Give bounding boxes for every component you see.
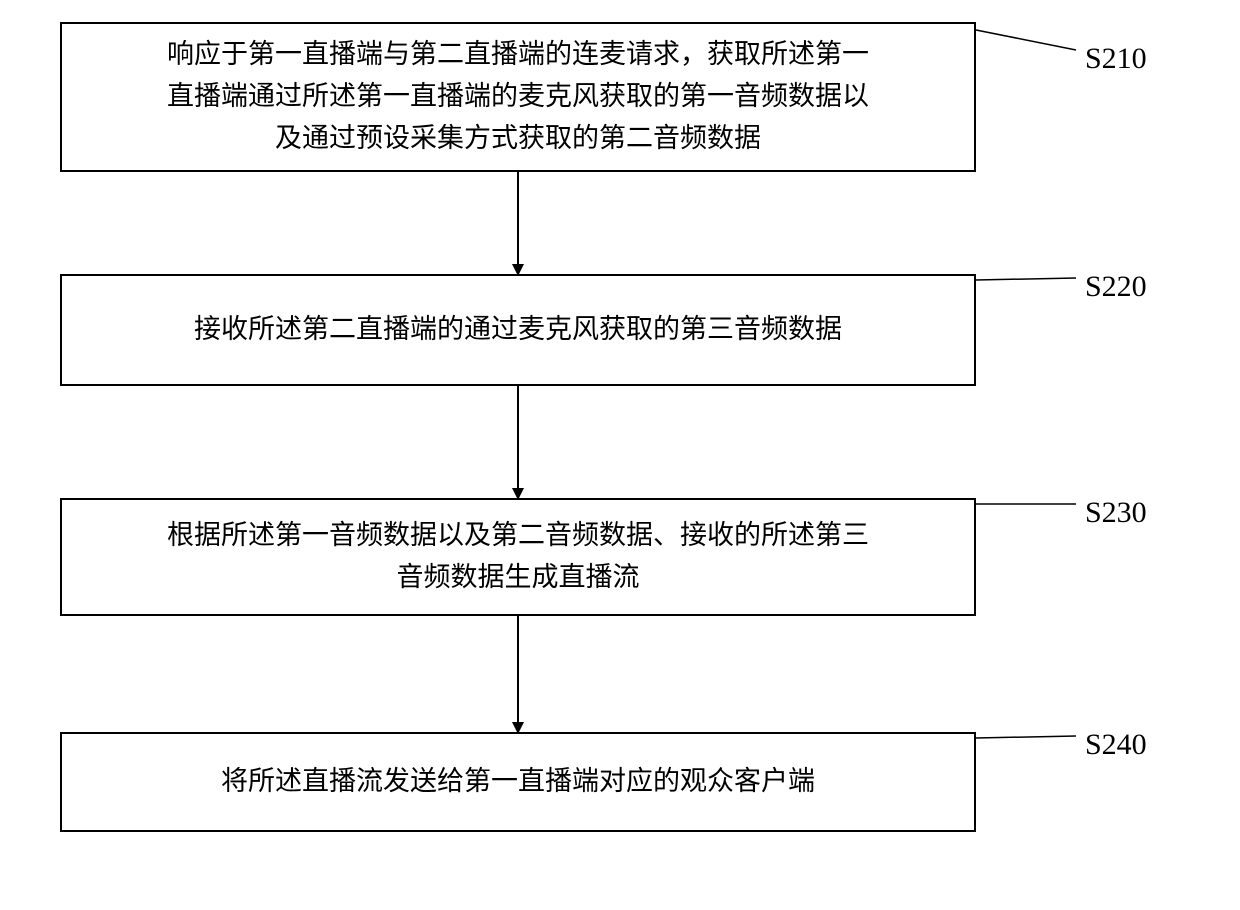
leader-s220 [976,278,1076,280]
flow-node-s220: 接收所述第二直播端的通过麦克风获取的第三音频数据 [60,274,976,386]
step-label-s230: S230 [1085,496,1147,530]
flow-node-s210-text: 响应于第一直播端与第二直播端的连麦请求，获取所述第一 直播端通过所述第一直播端的… [167,34,869,160]
step-label-s210: S210 [1085,42,1147,76]
flowchart-canvas: 响应于第一直播端与第二直播端的连麦请求，获取所述第一 直播端通过所述第一直播端的… [0,0,1240,910]
flow-node-s220-text: 接收所述第二直播端的通过麦克风获取的第三音频数据 [194,309,842,351]
step-label-s240: S240 [1085,728,1147,762]
flow-node-s210: 响应于第一直播端与第二直播端的连麦请求，获取所述第一 直播端通过所述第一直播端的… [60,22,976,172]
leader-s210 [976,30,1076,50]
flow-node-s230: 根据所述第一音频数据以及第二音频数据、接收的所述第三 音频数据生成直播流 [60,498,976,616]
step-label-s220: S220 [1085,270,1147,304]
flow-node-s240: 将所述直播流发送给第一直播端对应的观众客户端 [60,732,976,832]
flow-node-s230-text: 根据所述第一音频数据以及第二音频数据、接收的所述第三 音频数据生成直播流 [167,515,869,599]
flow-node-s240-text: 将所述直播流发送给第一直播端对应的观众客户端 [221,761,815,803]
leader-s240 [976,736,1076,738]
